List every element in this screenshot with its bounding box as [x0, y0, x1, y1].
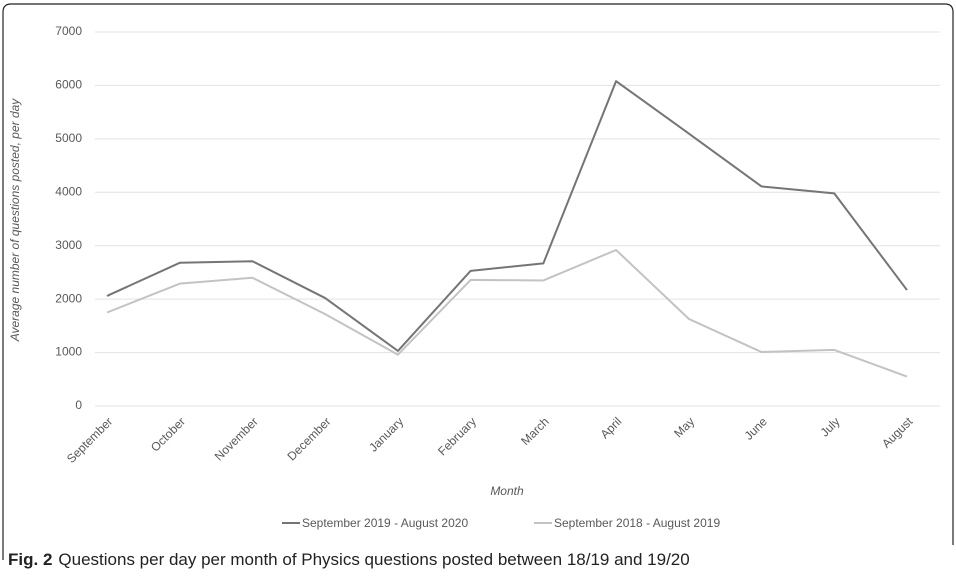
x-tick-label: March — [518, 414, 551, 447]
x-tick-label: February — [435, 414, 479, 458]
x-tick-label: September — [64, 414, 115, 465]
legend-label: September 2018 - August 2019 — [554, 516, 720, 530]
y-tick-label: 4000 — [55, 184, 82, 198]
y-tick-label: 0 — [75, 398, 82, 412]
y-tick-label: 5000 — [55, 131, 82, 145]
x-tick-label: December — [285, 414, 334, 463]
figure-frame — [2, 3, 954, 560]
y-tick-label: 2000 — [55, 291, 82, 305]
x-tick-label: June — [742, 414, 771, 443]
x-tick-label: October — [148, 414, 188, 454]
legend-label: September 2019 - August 2020 — [302, 516, 468, 530]
x-tick-label: August — [879, 414, 916, 451]
caption: Fig. 2 Questions per day per month of Phy… — [8, 550, 690, 569]
y-tick-label: 7000 — [55, 24, 82, 38]
y-axis-title: Average number of questions posted, per … — [8, 98, 22, 343]
x-axis-title: Month — [490, 484, 524, 498]
y-tick-label: 6000 — [55, 78, 82, 92]
x-tick-label: May — [671, 414, 697, 440]
x-tick-label: November — [212, 414, 261, 463]
caption-label: Fig. 2 — [8, 550, 52, 569]
y-tick-label: 3000 — [55, 238, 82, 252]
x-tick-label: July — [818, 414, 843, 439]
series-line — [106, 248, 908, 378]
x-tick-label: April — [598, 414, 625, 441]
series-line — [106, 80, 908, 352]
y-tick-label: 1000 — [55, 345, 82, 359]
x-tick-label: January — [366, 414, 406, 454]
caption-text: Questions per day per month of Physics q… — [58, 550, 689, 569]
